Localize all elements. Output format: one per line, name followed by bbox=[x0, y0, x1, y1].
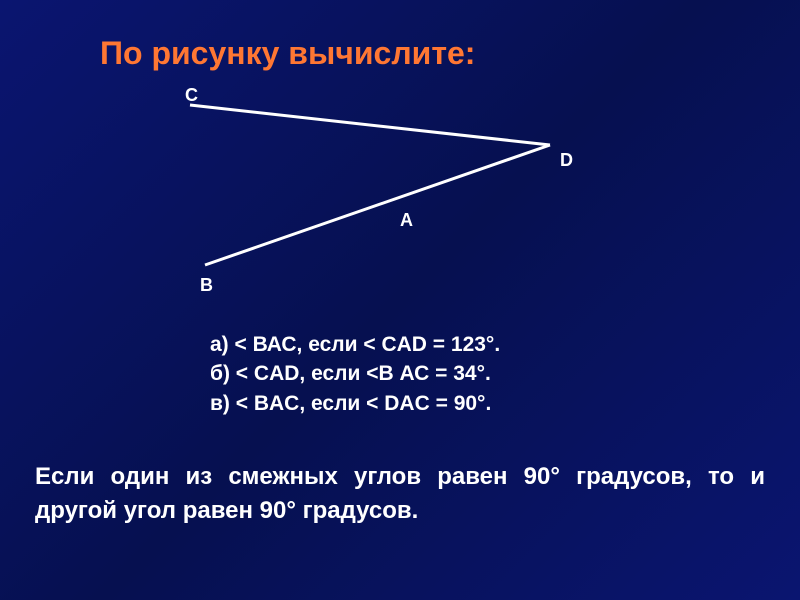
problem-a: а) < ВАС, если < CAD = 123°. bbox=[210, 330, 500, 359]
line-bd bbox=[205, 145, 550, 265]
problems-list: а) < ВАС, если < CAD = 123°. б) < CAD, е… bbox=[210, 330, 500, 418]
slide-title: По рисунку вычислите: bbox=[100, 35, 475, 72]
point-label-c: C bbox=[185, 85, 198, 106]
angle-diagram: C D A B bbox=[130, 85, 580, 285]
line-cd bbox=[190, 105, 550, 145]
problem-c: в) < BAC, если < DAC = 90°. bbox=[210, 389, 500, 418]
point-label-a: A bbox=[400, 210, 413, 231]
diagram-svg bbox=[130, 85, 580, 285]
conclusion-text: Если один из смежных углов равен 90° гра… bbox=[35, 460, 765, 527]
point-label-b: B bbox=[200, 275, 213, 296]
point-label-d: D bbox=[560, 150, 573, 171]
problem-b: б) < CAD, если <В АС = 34°. bbox=[210, 359, 500, 388]
